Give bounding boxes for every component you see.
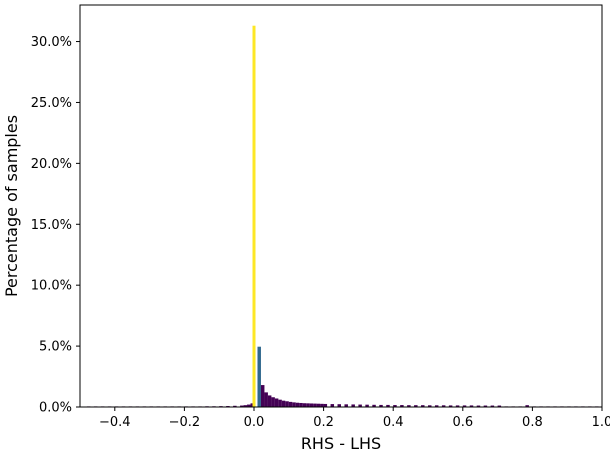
histogram-bar (285, 401, 289, 407)
histogram-bar (421, 405, 425, 407)
y-tick-label: 25.0% (31, 96, 72, 111)
histogram-bar (414, 405, 418, 407)
histogram-bar (497, 405, 502, 407)
histogram-bar (428, 405, 432, 407)
histogram-bar (309, 403, 314, 407)
histogram-bar (233, 405, 237, 407)
histogram-bar (295, 402, 300, 407)
histogram-bar (358, 404, 362, 407)
histogram-bar (320, 403, 324, 407)
histogram-bar (243, 405, 248, 407)
histogram-bar (313, 403, 317, 407)
histogram-bar (288, 401, 293, 407)
histogram-bar (441, 405, 446, 407)
histogram-bars (86, 25, 599, 407)
x-tick-label: 0.4 (383, 415, 404, 430)
histogram-bar (271, 397, 275, 407)
histogram-bar (278, 399, 282, 407)
x-tick-label: 0.0 (244, 415, 265, 430)
y-tick-label: 10.0% (31, 279, 72, 294)
histogram-bar (483, 405, 488, 407)
y-axis-ticks: 0.0% 5.0% 10.0% 15.0% 20.0% 25.0% 30.0% (31, 35, 80, 416)
histogram-bar (372, 404, 376, 407)
histogram-bar (306, 403, 310, 407)
histogram-bar (337, 404, 341, 407)
x-tick-label: −0.4 (99, 415, 131, 430)
histogram-bar (365, 404, 369, 407)
x-axis-ticks: −0.4 −0.2 0.0 0.2 0.4 0.6 0.8 1.0 (99, 407, 610, 430)
histogram-bar (469, 405, 474, 407)
histogram-bar (274, 398, 279, 407)
histogram-bar (299, 402, 303, 407)
histogram-bar (316, 403, 321, 407)
histogram-bar (330, 404, 335, 407)
histogram-bar (455, 405, 460, 407)
histogram-bar (257, 346, 261, 407)
y-tick-label: 15.0% (31, 218, 72, 233)
histogram-bar (448, 405, 453, 407)
histogram-bar (250, 403, 254, 407)
histogram-bar (247, 404, 251, 407)
y-tick-label: 30.0% (31, 35, 72, 50)
histogram-bar (407, 405, 411, 407)
histogram-bar (281, 400, 286, 407)
histogram-bar (240, 405, 244, 407)
x-tick-label: 1.0 (592, 415, 610, 430)
histogram-bar (302, 403, 307, 407)
histogram-bar (386, 404, 390, 407)
histogram-bar (323, 403, 328, 407)
histogram-bar (525, 405, 529, 407)
histogram-bar (393, 405, 397, 407)
y-tick-label: 5.0% (39, 340, 72, 355)
histogram-bar (490, 405, 495, 407)
histogram-bar (434, 405, 439, 407)
axes-frame (79, 4, 603, 408)
histogram-bar (264, 392, 268, 407)
histogram-bar (476, 405, 481, 407)
x-tick-label: 0.8 (522, 415, 543, 430)
histogram-bar (292, 402, 296, 407)
y-tick-label: 20.0% (31, 157, 72, 172)
histogram-bar (267, 395, 272, 407)
histogram-bar (351, 404, 355, 407)
x-axis-label: RHS - LHS (301, 434, 381, 453)
histogram-bar (252, 25, 256, 407)
histogram-bar (344, 404, 348, 407)
y-tick-label: 0.0% (39, 401, 72, 416)
x-tick-label: −0.2 (169, 415, 201, 430)
histogram-bar (462, 405, 467, 407)
histogram-bar (379, 404, 383, 407)
x-tick-label: 0.6 (452, 415, 473, 430)
x-tick-label: 0.2 (313, 415, 334, 430)
y-axis-label: Percentage of samples (2, 115, 21, 297)
histogram-bar (400, 405, 404, 407)
histogram-bar (260, 385, 265, 407)
